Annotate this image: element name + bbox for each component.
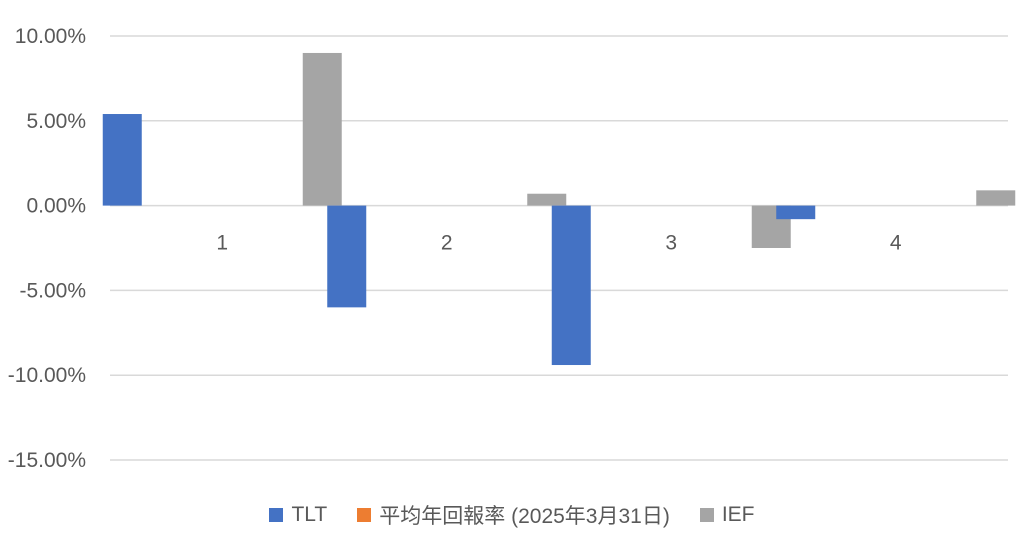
legend-label: TLT (291, 503, 328, 526)
y-axis-ticks: 10.00% 5.00% 0.00% -5.00% -10.00% -15.00% (8, 25, 86, 472)
bar-tlt-3 (551, 205, 591, 366)
bar-tlt-4 (776, 205, 816, 220)
x-tick-label: 4 (890, 232, 902, 255)
chart-plot-area: 10.00% 5.00% 0.00% -5.00% -10.00% -15.00% 1 2 3… (8, 25, 1016, 472)
x-tick-label: 1 (216, 232, 228, 255)
legend-label: 平均年回報率 (2025年3月31日) (379, 505, 670, 528)
bar-ief-1 (302, 52, 342, 206)
legend-item: IEF (699, 503, 755, 527)
y-tick-label: 0.00% (26, 195, 86, 218)
legend-swatch (357, 508, 372, 522)
x-tick-label: 2 (441, 232, 453, 255)
y-tick-label: 5.00% (26, 110, 86, 133)
x-axis-ticks: 1 2 3 4 (216, 232, 902, 255)
y-tick-label: 10.00% (15, 25, 86, 48)
legend-swatch (699, 508, 714, 522)
x-tick-label: 3 (665, 232, 677, 255)
legend-item: TLT (269, 503, 327, 527)
y-tick-label: -10.00% (8, 364, 86, 387)
legend-item: 平均年回報率 (2025年3月31日) (357, 500, 670, 530)
y-tick-label: -15.00% (8, 449, 86, 472)
bars (102, 52, 1016, 366)
bar-ief-2 (527, 193, 567, 206)
bar-tlt-1 (102, 114, 142, 206)
bar-tlt-2 (327, 205, 367, 308)
legend-swatch (269, 508, 284, 522)
legend: TLT 平均年回報率 (2025年3月31日) IEF (0, 500, 1024, 530)
bar-ief-4 (976, 190, 1016, 206)
y-tick-label: -5.00% (19, 279, 86, 302)
legend-label: IEF (721, 503, 755, 526)
